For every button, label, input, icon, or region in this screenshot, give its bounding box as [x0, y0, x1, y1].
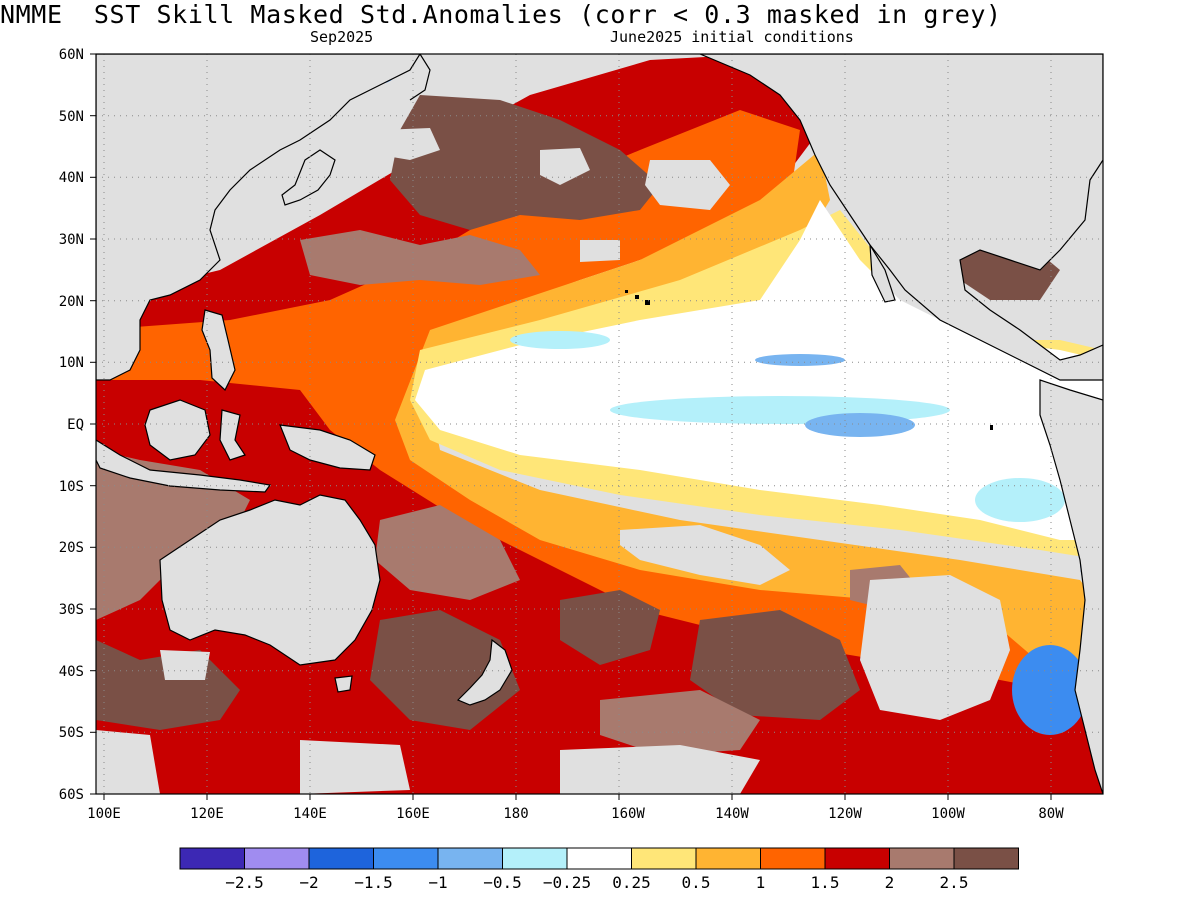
lat-labels: 60N 50N 40N 30N 20N 10N EQ 10S 20S 30S 4…: [59, 47, 84, 803]
neutral-anomaly-region: [415, 200, 1103, 540]
cool-anomaly-patch: [805, 413, 915, 437]
lon-labels: 100E 120E 140E 160E 180 160W 140W 120W 1…: [87, 806, 1064, 822]
colorbar-swatch: [244, 847, 310, 870]
cool-anomaly-patch: [510, 331, 610, 349]
sulawesi: [219, 409, 246, 461]
colorbar-label: −0.25: [543, 873, 591, 892]
lat-tick-label: 60S: [59, 787, 84, 803]
lat-tick-label: 50N: [59, 109, 84, 125]
low-skill-mask-patch: [160, 650, 210, 680]
low-skill-mask-patch: [300, 740, 410, 794]
valid-month-label: Sep2025: [310, 28, 374, 46]
north-america: [699, 54, 1103, 381]
colorbar-swatch: [437, 847, 503, 870]
lat-tick-label: 20S: [59, 540, 84, 556]
colorbar-label: −1.5: [354, 873, 393, 892]
colorbar-label: −1: [428, 873, 447, 892]
colorbar-swatch: [179, 847, 245, 870]
cool-anomaly-patch: [755, 354, 845, 366]
philippines: [201, 309, 236, 391]
lon-tick-label: 180: [503, 806, 528, 822]
colorbar-label: −2.5: [225, 873, 264, 892]
low-skill-mask-patch: [96, 730, 160, 794]
strong-warm-anomaly-patch: [560, 590, 660, 665]
cool-anomaly-patch: [1012, 645, 1088, 735]
colorbar-label: 1.5: [811, 873, 840, 892]
hawaii-islands: [625, 290, 650, 305]
map-title: NMME SST Skill Masked Std.Anomalies (cor…: [0, 0, 1002, 29]
lat-tick-label: 40S: [59, 664, 84, 680]
lon-tick-label: 160W: [611, 806, 645, 822]
lat-tick-label: 50S: [59, 725, 84, 741]
galapagos-islands: [990, 425, 993, 430]
colorbar-label: −0.5: [483, 873, 522, 892]
colorbar: −2.5 −2 −1.5 −1 −0.5 −0.25 0.25 0.5 1 1.5 2 2.5: [179, 847, 1019, 892]
south-america: [1039, 379, 1103, 794]
colorbar-swatch: [824, 847, 890, 870]
colorbar-label: 0.25: [612, 873, 651, 892]
colorbar-label: 2: [885, 873, 895, 892]
lon-axis: [103, 794, 1052, 800]
colorbar-swatch: [502, 847, 568, 870]
colorbar-swatch: [953, 847, 1019, 870]
lat-tick-label: 30S: [59, 602, 84, 618]
asia-landmass: [96, 54, 421, 381]
lat-tick-label: 40N: [59, 170, 84, 186]
lon-tick-label: 80W: [1038, 806, 1064, 822]
australia: [159, 494, 381, 666]
strong-warm-anomaly-patch: [375, 505, 520, 600]
colorbar-label: −2: [299, 873, 318, 892]
lat-tick-label: 10N: [59, 355, 84, 371]
new-guinea: [279, 424, 376, 471]
colorbar-swatch: [308, 847, 374, 870]
low-skill-mask-patch: [580, 240, 620, 262]
low-skill-mask-patch: [645, 160, 730, 210]
new-zealand: [456, 638, 513, 706]
colorbar-label: 1: [756, 873, 766, 892]
strong-warm-anomaly-patch: [96, 450, 250, 620]
strong-warm-anomaly-patch: [300, 230, 540, 285]
cool-anomaly-patch: [975, 478, 1065, 522]
lat-axis: [90, 53, 96, 795]
lon-tick-label: 100E: [87, 806, 121, 822]
colorbar-swatch: [631, 847, 697, 870]
low-skill-mask-patch: [620, 525, 790, 585]
strong-warm-anomaly-patch: [690, 610, 860, 720]
lon-tick-label: 120E: [190, 806, 224, 822]
japan-islands: [281, 149, 336, 206]
lat-tick-label: EQ: [67, 417, 84, 433]
colorbar-label: 0.5: [682, 873, 711, 892]
lon-tick-label: 100W: [931, 806, 965, 822]
colorbar-swatch: [566, 847, 632, 870]
kamchatka-coast: [409, 54, 431, 101]
strong-warm-anomaly-patch: [390, 95, 660, 230]
low-skill-mask-patch: [380, 128, 440, 160]
borneo: [144, 399, 211, 461]
map-field: [96, 54, 1103, 794]
strong-warm-anomaly-patch: [600, 690, 760, 755]
init-conditions-label: June2025 initial conditions: [610, 28, 854, 46]
lat-tick-label: 20N: [59, 294, 84, 310]
low-skill-mask-patch: [860, 575, 1010, 720]
lat-tick-label: 10S: [59, 479, 84, 495]
lon-tick-label: 160E: [396, 806, 430, 822]
baja-california: [869, 244, 896, 303]
colorbar-label: 2.5: [940, 873, 969, 892]
light-orange-anomaly-region: [395, 150, 1103, 690]
sumatra-java: [96, 439, 272, 493]
lat-tick-label: 60N: [59, 47, 84, 63]
colorbar-swatch: [889, 847, 955, 870]
colorbar-swatch: [760, 847, 826, 870]
tasmania: [334, 675, 353, 693]
colorbar-swatch: [695, 847, 761, 870]
lat-tick-label: 30N: [59, 232, 84, 248]
lon-tick-label: 120W: [828, 806, 862, 822]
low-skill-mask-patch: [540, 148, 590, 185]
low-skill-mask-patch: [560, 745, 760, 794]
lon-tick-label: 140W: [715, 806, 749, 822]
colorbar-swatch: [373, 847, 439, 870]
lon-tick-label: 140E: [293, 806, 327, 822]
